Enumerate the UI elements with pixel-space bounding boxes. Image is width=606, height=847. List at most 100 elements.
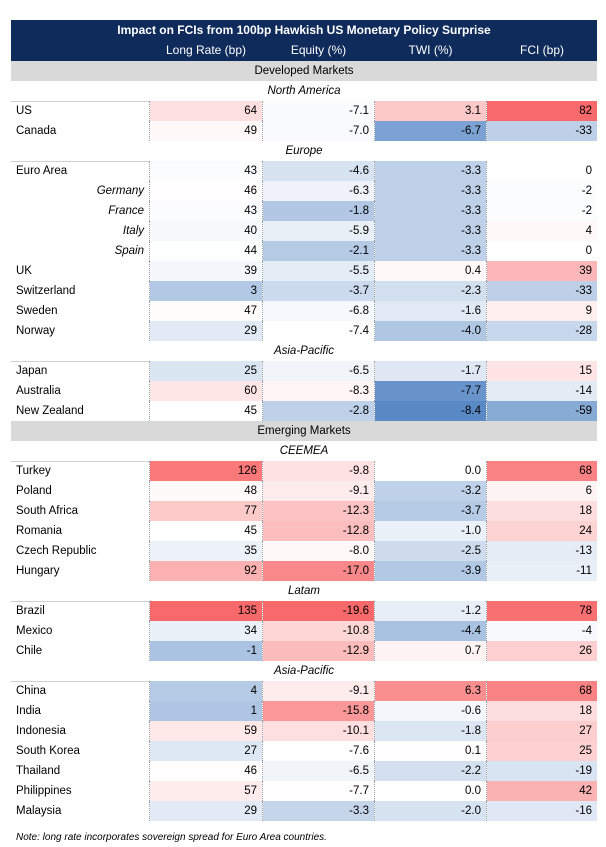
region-header: Asia-Pacific (273, 665, 335, 677)
data-cell: 40 (150, 221, 262, 241)
column-divider (374, 741, 375, 761)
data-cell: -6.5 (263, 361, 374, 381)
data-cell: -4 (487, 621, 597, 641)
column-divider (262, 221, 263, 241)
column-divider (486, 181, 487, 201)
table-row: Chile -1 -12.9 0.7 26 (11, 641, 597, 661)
row-label: Germany (96, 185, 144, 197)
column-divider (149, 481, 150, 501)
row-label: Australia (16, 385, 61, 397)
data-cell: -7.0 (263, 121, 374, 141)
column-divider (486, 741, 487, 761)
column-divider (262, 741, 263, 761)
data-cell: -3.3 (375, 201, 486, 221)
group-header-developed: Developed Markets (11, 61, 597, 81)
row-label: India (16, 705, 41, 717)
data-cell: -13 (487, 541, 597, 561)
column-divider (374, 461, 375, 481)
column-divider (262, 281, 263, 301)
data-cell: -1 (150, 641, 262, 661)
data-cell: -2.2 (375, 761, 486, 781)
data-cell: 82 (487, 101, 597, 121)
data-cell: 35 (150, 541, 262, 561)
row-label: Canada (16, 125, 57, 137)
column-divider (486, 601, 487, 621)
column-divider (486, 681, 487, 701)
column-divider (374, 801, 375, 821)
column-divider (149, 161, 150, 181)
data-cell: 0.7 (375, 641, 486, 661)
data-cell: 15 (487, 361, 597, 381)
data-cell: -2.0 (375, 801, 486, 821)
data-cell: -10.8 (263, 621, 374, 641)
column-divider (374, 561, 375, 581)
data-cell: 29 (150, 801, 262, 821)
data-cell: -59 (487, 401, 597, 421)
row-label: Sweden (16, 305, 58, 317)
data-cell: 47 (150, 301, 262, 321)
column-divider (262, 681, 263, 701)
column-divider (149, 241, 150, 261)
column-divider (149, 641, 150, 661)
column-divider (149, 101, 150, 121)
column-divider (486, 721, 487, 741)
column-divider (374, 221, 375, 241)
data-cell: -12.8 (263, 521, 374, 541)
column-divider (149, 521, 150, 541)
table-row: Japan 25 -6.5 -1.7 15 (11, 361, 597, 381)
column-header-row: Long Rate (bp) Equity (%) TWI (%) FCI (b… (11, 40, 597, 61)
data-cell: 48 (150, 481, 262, 501)
table-row: Euro Area 43 -4.6 -3.3 0 (11, 161, 597, 181)
data-cell: -3.3 (375, 161, 486, 181)
column-divider (262, 521, 263, 541)
data-cell: -33 (487, 281, 597, 301)
data-cell: -3.3 (375, 181, 486, 201)
column-divider (149, 761, 150, 781)
data-cell: 43 (150, 161, 262, 181)
data-cell: -9.1 (263, 681, 374, 701)
column-divider (262, 401, 263, 421)
table-row: Thailand 46 -6.5 -2.2 -19 (11, 761, 597, 781)
column-divider (149, 181, 150, 201)
data-cell: -2 (487, 181, 597, 201)
column-divider (486, 201, 487, 221)
data-cell: -14 (487, 381, 597, 401)
table-row: Romania 45 -12.8 -1.0 24 (11, 521, 597, 541)
column-divider (486, 221, 487, 241)
table-row: Malaysia 29 -3.3 -2.0 -16 (11, 801, 597, 821)
data-cell: 135 (150, 601, 262, 621)
table-row: Sweden 47 -6.8 -1.6 9 (11, 301, 597, 321)
row-label: Poland (16, 485, 52, 497)
table-row: Italy 40 -5.9 -3.3 4 (11, 221, 597, 241)
column-divider (262, 701, 263, 721)
data-cell: 4 (150, 681, 262, 701)
column-divider (262, 241, 263, 261)
data-cell: 68 (487, 681, 597, 701)
column-divider (149, 261, 150, 281)
data-cell: -6.7 (375, 121, 486, 141)
data-cell: 45 (150, 401, 262, 421)
column-divider (374, 721, 375, 741)
data-cell: 0.1 (375, 741, 486, 761)
data-cell: -19 (487, 761, 597, 781)
column-divider (262, 601, 263, 621)
column-divider (262, 561, 263, 581)
table-row: Norway 29 -7.4 -4.0 -28 (11, 321, 597, 341)
column-divider (149, 281, 150, 301)
table-row: France 43 -1.8 -3.3 -2 (11, 201, 597, 221)
column-divider (262, 541, 263, 561)
column-divider (262, 301, 263, 321)
data-cell: -4.6 (263, 161, 374, 181)
data-cell: 0.4 (375, 261, 486, 281)
data-cell: 18 (487, 701, 597, 721)
data-cell: 39 (150, 261, 262, 281)
column-divider (149, 561, 150, 581)
column-divider (262, 721, 263, 741)
data-cell: 0 (487, 161, 597, 181)
column-divider (486, 121, 487, 141)
data-cell: 27 (150, 741, 262, 761)
data-cell: 6 (487, 481, 597, 501)
column-divider (149, 601, 150, 621)
row-label: Italy (122, 225, 144, 237)
column-divider (262, 201, 263, 221)
